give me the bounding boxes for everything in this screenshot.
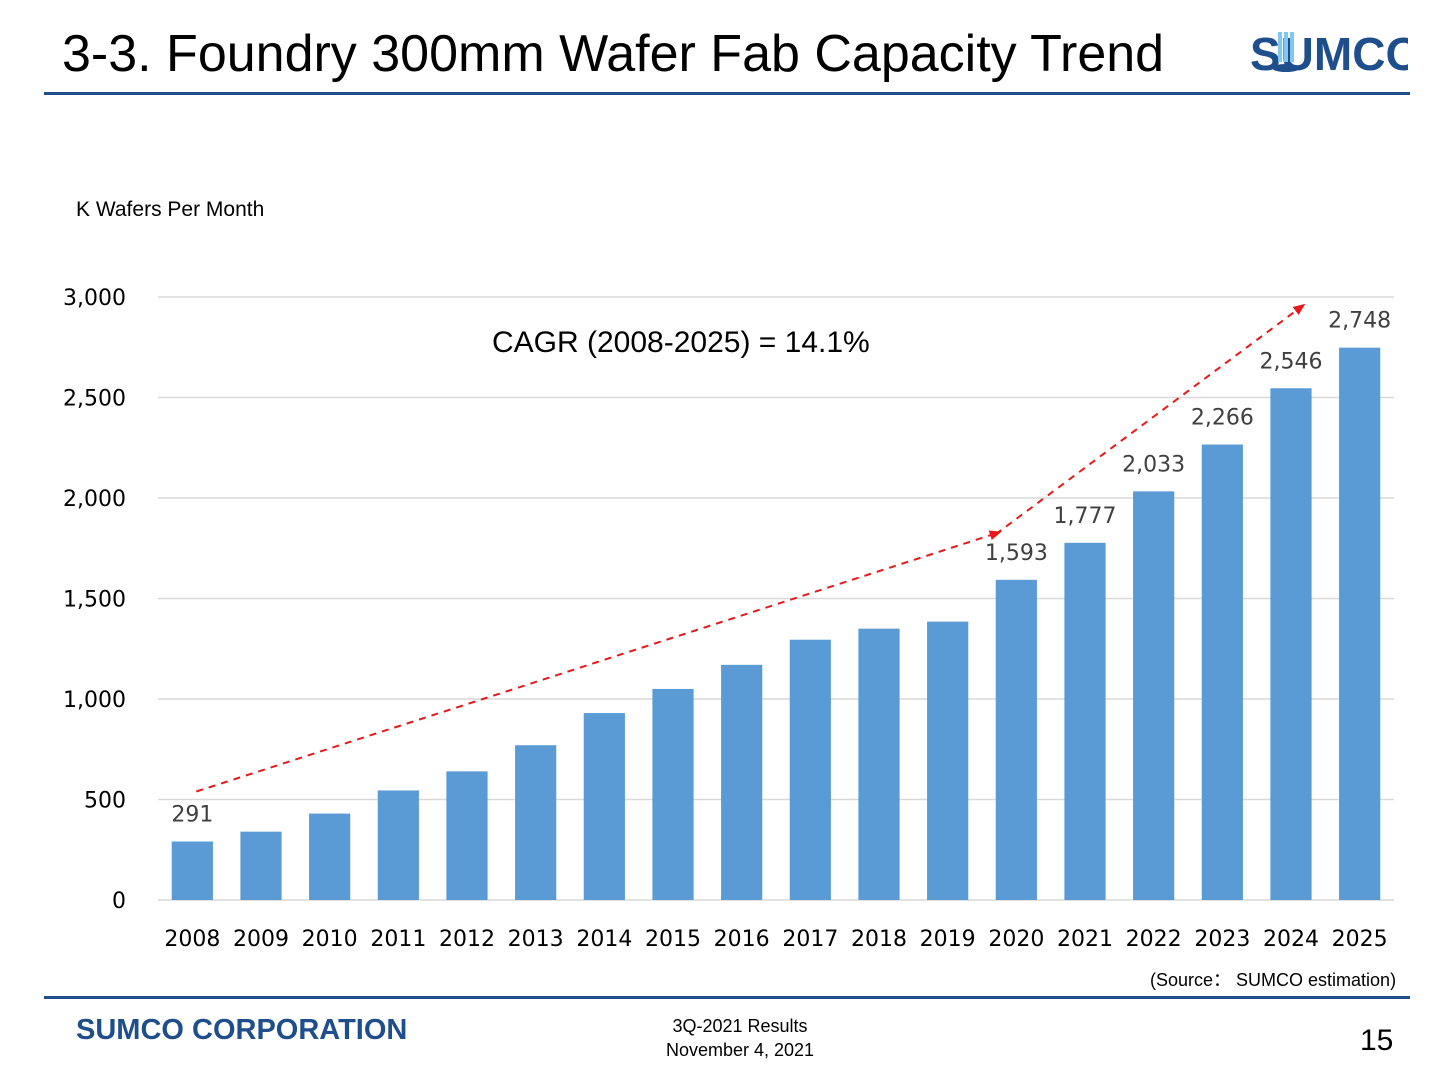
- footer-company: SUMCO CORPORATION: [76, 1014, 408, 1046]
- bar-2011: [377, 790, 419, 900]
- bar-2017: [789, 639, 831, 900]
- x-tick-label: 2010: [302, 927, 358, 952]
- bar-2023: [1201, 444, 1243, 900]
- x-tick-label: 2016: [714, 927, 770, 952]
- sumco-logo: SUMCO: [1250, 28, 1408, 80]
- bar-2013: [515, 745, 557, 900]
- bar-2016: [721, 664, 763, 900]
- logo-text: SUMCO: [1250, 28, 1408, 80]
- x-tick-label: 2019: [920, 927, 976, 952]
- data-label-2023: 2,266: [1191, 406, 1254, 431]
- x-tick-label: 2018: [851, 927, 907, 952]
- x-tick-label: 2021: [1057, 927, 1113, 952]
- x-tick-label: 2025: [1332, 927, 1388, 952]
- x-tick-label: 2008: [164, 927, 220, 952]
- y-tick-label: 2,500: [63, 387, 126, 412]
- results-date: November 4, 2021: [665, 1040, 815, 1060]
- data-label-2022: 2,033: [1122, 452, 1185, 477]
- results-title: 3Q-2021 Results: [672, 1016, 808, 1036]
- x-tick-label: 2020: [988, 927, 1044, 952]
- unit-label: K Wafers Per Month: [76, 198, 265, 221]
- y-tick-label: 1,500: [63, 588, 126, 613]
- x-tick-label: 2022: [1126, 927, 1182, 952]
- bar-2010: [309, 813, 351, 900]
- y-tick-label: 2,000: [63, 487, 126, 512]
- cagr-annotation: CAGR (2008-2025) = 14.1%: [492, 326, 870, 359]
- y-tick-label: 1,000: [63, 688, 126, 713]
- data-label-2024: 2,546: [1260, 349, 1323, 374]
- data-label-2008: 291: [171, 803, 213, 828]
- bar-2014: [583, 713, 625, 900]
- bar-2024: [1270, 388, 1312, 900]
- footer-divider: [44, 996, 1410, 999]
- bar-2018: [858, 628, 900, 900]
- bar-2022: [1133, 491, 1175, 900]
- x-tick-label: 2011: [370, 927, 426, 952]
- bar-2019: [927, 621, 969, 900]
- bar-2020: [995, 579, 1037, 900]
- bar-2021: [1064, 542, 1106, 900]
- y-tick-label: 500: [84, 789, 126, 814]
- y-tick-label: 0: [112, 889, 126, 914]
- bar-2012: [446, 771, 488, 900]
- bar-2025: [1339, 347, 1381, 901]
- x-tick-label: 2012: [439, 927, 495, 952]
- x-tick-label: 2024: [1263, 927, 1319, 952]
- bar-2015: [652, 688, 694, 900]
- capacity-bar-chart: 0 500 1,000 1,500 2,000 2,500 3,000 2008 2009 201…: [63, 286, 1394, 952]
- x-tick-label: 2017: [782, 927, 838, 952]
- source-note: (Source： SUMCO estimation): [1150, 970, 1397, 990]
- slide-title: 3-3. Foundry 300mm Wafer Fab Capacity Tr…: [62, 25, 1165, 83]
- bar-2009: [240, 831, 282, 900]
- x-tick-label: 2009: [233, 927, 289, 952]
- x-tick-label: 2013: [508, 927, 564, 952]
- page-number: 15: [1360, 1024, 1394, 1057]
- trend-arrow-2008-2019: [196, 530, 1002, 793]
- title-divider: [44, 92, 1410, 95]
- x-tick-label: 2014: [576, 927, 632, 952]
- x-tick-label: 2023: [1194, 927, 1250, 952]
- data-label-2021: 1,777: [1054, 504, 1117, 529]
- footer-results: 3Q-2021 Results November 4, 2021: [600, 1014, 880, 1062]
- x-tick-label: 2015: [645, 927, 701, 952]
- data-label-2025: 2,748: [1328, 309, 1391, 334]
- bar-2008: [171, 841, 213, 900]
- data-label-2020: 1,593: [985, 541, 1048, 566]
- y-tick-label: 3,000: [63, 286, 126, 311]
